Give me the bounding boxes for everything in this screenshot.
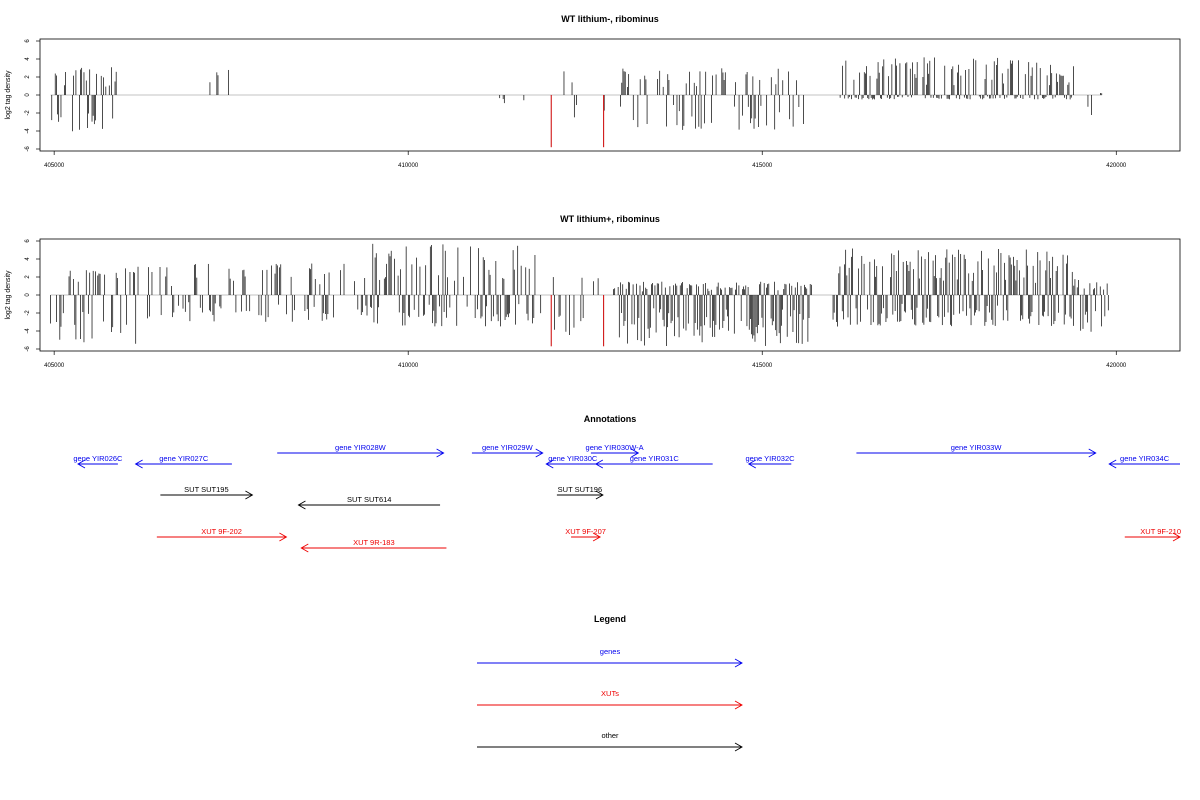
annotation-label: XUT 9F-210 xyxy=(1140,527,1181,536)
y-tick-label: -2 xyxy=(25,310,31,316)
annotation-gene: gene YIR031C xyxy=(594,454,713,469)
legend-item: other xyxy=(477,731,743,752)
annotation-xut: XUT 9F-210 xyxy=(1124,527,1181,542)
y-axis-label: log2 tag density xyxy=(5,270,12,320)
annotation-label: gene YIR030C xyxy=(548,454,598,463)
annotation-gene: gene YIR027C xyxy=(134,454,232,469)
chart-title: WT lithium-, ribominus xyxy=(561,14,659,24)
annotation-gene: gene YIR030W-A xyxy=(586,443,644,458)
y-axis-label: log2 tag density xyxy=(5,70,12,120)
annotation-gene: gene YIR029W xyxy=(471,443,544,458)
y-tick-label: 2 xyxy=(25,275,31,279)
annotation-sut: SUT SUT614 xyxy=(297,495,441,510)
annotation-label: XUT 9F-202 xyxy=(201,527,242,536)
arrow-head xyxy=(535,448,544,458)
annotations-title: Annotations xyxy=(584,414,637,424)
arrow-head xyxy=(134,459,143,469)
annotation-label: gene YIR033W xyxy=(951,443,1003,452)
annotation-gene: gene YIR033W xyxy=(856,443,1097,458)
legend-label: XUTs xyxy=(601,689,619,698)
arrow-head xyxy=(1172,532,1181,542)
annotations-track: Annotations gene YIR026C gene YIR027Cgene… xyxy=(73,414,1181,553)
x-tick-label: 405000 xyxy=(44,163,65,169)
x-tick-label: 410000 xyxy=(398,163,419,169)
legend-items: genes XUTs other xyxy=(477,647,743,752)
annotation-label: gene YIR028W xyxy=(335,443,387,452)
arrow-head xyxy=(631,448,640,458)
x-tick-label: 420000 xyxy=(1106,163,1127,169)
annotation-label: XUT 9R-183 xyxy=(353,538,395,547)
annotation-label: XUT 9F-207 xyxy=(565,527,606,536)
axes: 405000 410000 415000 420000 -6 -4 -2 0 2 4 6 xyxy=(25,39,1127,169)
arrow-head xyxy=(1108,459,1117,469)
annotation-gene: gene YIR026C xyxy=(73,454,123,469)
bar-series xyxy=(50,243,1109,347)
arrow-head xyxy=(545,459,554,469)
bar-series xyxy=(50,57,1103,148)
legend-label: other xyxy=(601,731,619,740)
annotation-label: SUT SUT196 xyxy=(558,485,602,494)
annotation-xut: XUT 9F-207 xyxy=(565,527,606,542)
annotation-sut: SUT SUT196 xyxy=(556,485,604,500)
annotation-label: gene YIR029W xyxy=(482,443,534,452)
arrow-head xyxy=(1088,448,1097,458)
legend-item: XUTs xyxy=(477,689,743,710)
chart-title: WT lithium+, ribominus xyxy=(560,214,660,224)
arrow-head xyxy=(734,742,743,752)
arrow-head xyxy=(747,459,757,469)
arrow-head xyxy=(245,490,254,500)
x-tick-label: 415000 xyxy=(752,363,773,369)
annotation-gene: gene YIR032C xyxy=(745,454,795,469)
panel-lithium-minus: WT lithium-, ribominus log2 tag density … xyxy=(5,14,1181,169)
x-tick-label: 420000 xyxy=(1106,363,1127,369)
annotation-label: gene YIR034C xyxy=(1120,454,1170,463)
arrow-head xyxy=(594,459,604,469)
annotation-label: SUT SUT195 xyxy=(184,485,228,494)
annotation-xut: XUT 9R-183 xyxy=(300,538,447,553)
arrow-head xyxy=(734,658,743,668)
y-tick-label: 2 xyxy=(25,75,31,79)
y-tick-label: -4 xyxy=(25,128,31,134)
legend: Legend genes XUTs other xyxy=(477,614,743,752)
y-tick-label: 0 xyxy=(25,93,31,97)
legend-label: genes xyxy=(600,647,621,656)
arrow-head xyxy=(734,700,743,710)
y-tick-label: -4 xyxy=(25,328,31,334)
arrow-head xyxy=(279,532,288,542)
y-tick-label: 4 xyxy=(25,57,31,61)
annotation-xut: XUT 9F-202 xyxy=(156,527,288,542)
x-tick-label: 410000 xyxy=(398,363,419,369)
arrow-head xyxy=(436,448,445,458)
y-tick-label: -6 xyxy=(25,146,31,152)
annotation-label: gene YIR027C xyxy=(159,454,209,463)
y-tick-label: 4 xyxy=(25,257,31,261)
annotation-label: gene YIR032C xyxy=(745,454,795,463)
annotation-label: gene YIR026C xyxy=(73,454,123,463)
y-tick-label: 6 xyxy=(25,239,31,243)
panel-lithium-plus: WT lithium+, ribominus log2 tag density … xyxy=(5,214,1181,369)
y-tick-label: 6 xyxy=(25,39,31,43)
arrow-head xyxy=(297,500,306,510)
arrow-head xyxy=(77,459,86,469)
annotation-label: gene YIR031C xyxy=(630,454,680,463)
annotation-features: gene YIR026C gene YIR027C gene YIR028W gene… xyxy=(73,443,1181,553)
arrow-head xyxy=(592,532,601,542)
x-tick-label: 405000 xyxy=(44,363,65,369)
annotation-label: SUT SUT614 xyxy=(347,495,391,504)
annotation-gene: gene YIR034C xyxy=(1108,454,1180,469)
annotation-label: gene YIR030W-A xyxy=(586,443,644,452)
y-tick-label: 0 xyxy=(25,293,31,297)
legend-title: Legend xyxy=(594,614,626,624)
annotation-gene: gene YIR030C xyxy=(545,454,600,469)
y-tick-label: -2 xyxy=(25,110,31,116)
legend-item: genes xyxy=(477,647,743,668)
arrow-head xyxy=(300,543,309,553)
x-tick-label: 415000 xyxy=(752,163,773,169)
axes: 405000 410000 415000 420000 -6 -4 -2 0 2 4 6 xyxy=(25,239,1127,369)
annotation-sut: SUT SUT195 xyxy=(160,485,254,500)
annotation-gene: gene YIR028W xyxy=(277,443,445,458)
arrow-head xyxy=(595,490,604,500)
y-tick-label: -6 xyxy=(25,346,31,352)
